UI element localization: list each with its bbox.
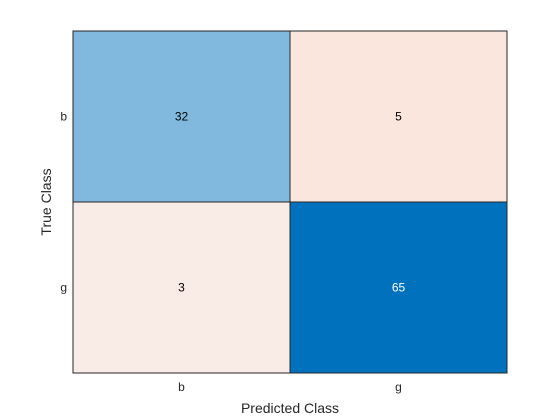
x-axis-label: Predicted Class — [241, 400, 339, 416]
y-axis-label: True Class — [38, 168, 54, 235]
matrix-cell-b-g — [289, 30, 508, 203]
matrix-cell-g-b — [72, 201, 291, 374]
x-tick-label-b: b — [178, 380, 185, 394]
cell-value-g-g: 65 — [392, 281, 406, 295]
cell-value-b-g: 5 — [395, 110, 402, 124]
matrix-cells: 32 5 3 65 — [72, 30, 508, 374]
cell-value-b-b: 32 — [175, 110, 189, 124]
matrix-cell-b-b — [72, 30, 291, 203]
y-tick-label-b: b — [60, 110, 67, 124]
plot-frame — [72, 30, 508, 374]
cell-value-g-b: 3 — [178, 281, 185, 295]
y-tick-labels: bg — [60, 110, 67, 295]
x-tick-label-g: g — [395, 380, 402, 394]
matrix-cell-g-g — [289, 201, 508, 374]
y-tick-label-g: g — [60, 281, 67, 295]
